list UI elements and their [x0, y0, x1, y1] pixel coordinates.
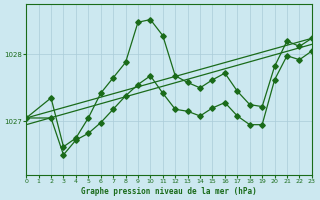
X-axis label: Graphe pression niveau de la mer (hPa): Graphe pression niveau de la mer (hPa): [81, 187, 257, 196]
